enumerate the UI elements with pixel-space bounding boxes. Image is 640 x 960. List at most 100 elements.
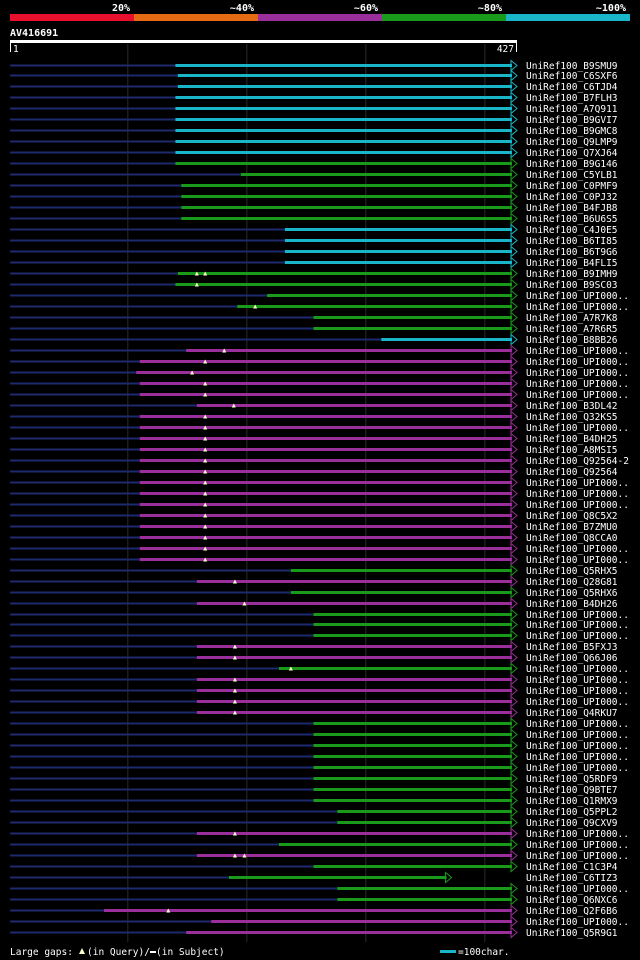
- hit-end-arrow: [510, 882, 518, 895]
- hit-row: UniRef100_Q6NXC6: [10, 893, 618, 906]
- hit-label: UniRef100_UPI000..: [526, 664, 629, 675]
- gap-marker: [203, 469, 208, 474]
- hit-label: UniRef100_Q5RDF9: [526, 774, 618, 785]
- hit-label: UniRef100_UPI000..: [526, 752, 629, 763]
- hit-label: UniRef100_UPI000..: [526, 302, 629, 313]
- hit-end-arrow: [510, 761, 518, 774]
- hit-end-arrow: [445, 871, 453, 884]
- hit-row: UniRef100_B3DL42: [10, 399, 618, 412]
- hit-label: UniRef100_UPI000..: [526, 357, 629, 368]
- hit-end-arrow: [510, 179, 518, 192]
- hit-row: UniRef100_Q32KS5: [10, 410, 618, 423]
- legend-swatch: [258, 14, 382, 21]
- hit-row: UniRef100_A7Q911: [10, 102, 618, 115]
- hit-end-arrow: [510, 311, 518, 324]
- hit-row: UniRef100_Q4RKU7: [10, 706, 618, 719]
- hit-label: UniRef100_UPI000..: [526, 917, 629, 928]
- hit-row: UniRef100_UPI000..: [10, 761, 629, 774]
- hit-row: UniRef100_Q9LMP9: [10, 135, 618, 148]
- hit-end-arrow: [510, 454, 518, 467]
- gap-marker: [203, 271, 208, 276]
- hit-row: UniRef100_B8BB26: [10, 333, 618, 346]
- hit-row: UniRef100_Q8CCA0: [10, 531, 618, 544]
- gap-marker: [232, 853, 237, 858]
- hit-label: UniRef100_Q6NXC6: [526, 895, 618, 906]
- hit-end-arrow: [510, 608, 518, 621]
- hit-label: UniRef100_B7ZMU0: [526, 522, 618, 533]
- hit-label: UniRef100_UPI000..: [526, 346, 629, 357]
- hit-label: UniRef100_UPI000..: [526, 489, 629, 500]
- hit-label: UniRef100_A7R7K8: [526, 313, 618, 324]
- hit-row: UniRef100_UPI000..: [10, 300, 629, 313]
- hit-row: UniRef100_UPI000..: [10, 476, 629, 489]
- hit-end-arrow: [510, 575, 518, 588]
- hit-row: UniRef100_UPI000..: [10, 695, 629, 708]
- ruler-tick: [10, 43, 11, 52]
- hit-label: UniRef100_B5FXJ3: [526, 642, 618, 653]
- hit-label: UniRef100_C0PJ32: [526, 192, 618, 203]
- hit-label: UniRef100_B4DH26: [526, 599, 618, 610]
- hit-row: UniRef100_B4FLI5: [10, 256, 618, 269]
- hit-end-arrow: [510, 542, 518, 555]
- hit-row: UniRef100_Q8C5X2: [10, 509, 618, 522]
- hit-row: UniRef100_Q5RHX5: [10, 564, 618, 577]
- gap-marker: [203, 436, 208, 441]
- hit-row: UniRef100_Q1RMX9: [10, 794, 618, 807]
- hit-end-arrow: [510, 640, 518, 653]
- hit-end-arrow: [510, 564, 518, 577]
- hit-row: UniRef100_UPI000..: [10, 289, 629, 302]
- hit-label: UniRef100_UPI000..: [526, 620, 629, 631]
- ruler-start-label: 1: [13, 44, 19, 55]
- hit-row: UniRef100_UPI000..: [10, 553, 629, 566]
- gap-marker: [203, 414, 208, 419]
- hit-label: UniRef100_C6TJD4: [526, 82, 618, 93]
- gap-marker: [203, 425, 208, 430]
- hit-end-arrow: [510, 388, 518, 401]
- hit-label: UniRef100_UPI000..: [526, 390, 629, 401]
- hit-label: UniRef100_UPI000..: [526, 631, 629, 642]
- hit-label: UniRef100_Q9BTE7: [526, 785, 618, 796]
- hit-row: UniRef100_UPI000..: [10, 849, 629, 862]
- hit-end-arrow: [510, 278, 518, 291]
- hit-row: UniRef100_B5FXJ3: [10, 640, 618, 653]
- hit-row: UniRef100_Q7XJ64: [10, 146, 618, 159]
- hit-row: UniRef100_Q9BTE7: [10, 783, 618, 796]
- gap-marker: [231, 403, 236, 408]
- gap-marker: [203, 447, 208, 452]
- hit-row: UniRef100_B6U6S5: [10, 212, 618, 225]
- hit-end-arrow: [510, 168, 518, 181]
- hit-end-arrow: [510, 651, 518, 664]
- hit-end-arrow: [510, 476, 518, 489]
- hit-label: UniRef100_UPI000..: [526, 610, 629, 621]
- hit-row: UniRef100_Q2F6B6: [10, 904, 618, 917]
- hit-end-arrow: [510, 498, 518, 511]
- hit-row: UniRef100_A8MSI5: [10, 443, 618, 456]
- hit-label: UniRef100_Q4RKU7: [526, 708, 618, 719]
- hit-label: UniRef100_UPI000..: [526, 478, 629, 489]
- hit-row: UniRef100_C6SXF6: [10, 69, 618, 82]
- hit-label: UniRef100_UPI000..: [526, 730, 629, 741]
- query-bar: [10, 40, 517, 43]
- hit-end-arrow: [510, 91, 518, 104]
- hit-end-arrow: [510, 80, 518, 93]
- gap-marker: [203, 546, 208, 551]
- hit-label: UniRef100_Q8CCA0: [526, 533, 618, 544]
- hit-row: UniRef100_B4DH26: [10, 597, 618, 610]
- hit-end-arrow: [510, 553, 518, 566]
- hit-end-arrow: [510, 629, 518, 642]
- hit-row: UniRef100_Q5RHX6: [10, 586, 618, 599]
- hit-row: UniRef100_B4DH25: [10, 432, 618, 445]
- hit-label: UniRef100_UPI000..: [526, 423, 629, 434]
- hit-end-arrow: [510, 190, 518, 203]
- hit-end-arrow: [510, 146, 518, 159]
- hit-end-arrow: [510, 421, 518, 434]
- hit-label: UniRef100_B9GMC8: [526, 126, 618, 137]
- hit-label: UniRef100_B7FLH3: [526, 93, 618, 104]
- hit-row: UniRef100_B9GVI7: [10, 113, 618, 126]
- hit-end-arrow: [510, 860, 518, 873]
- hit-end-arrow: [510, 157, 518, 170]
- hit-end-arrow: [510, 926, 518, 939]
- hit-row: UniRef100_B9IMH9: [10, 267, 618, 280]
- hit-label: UniRef100_Q8C5X2: [526, 511, 618, 522]
- query-id-label: AV416691: [10, 28, 58, 39]
